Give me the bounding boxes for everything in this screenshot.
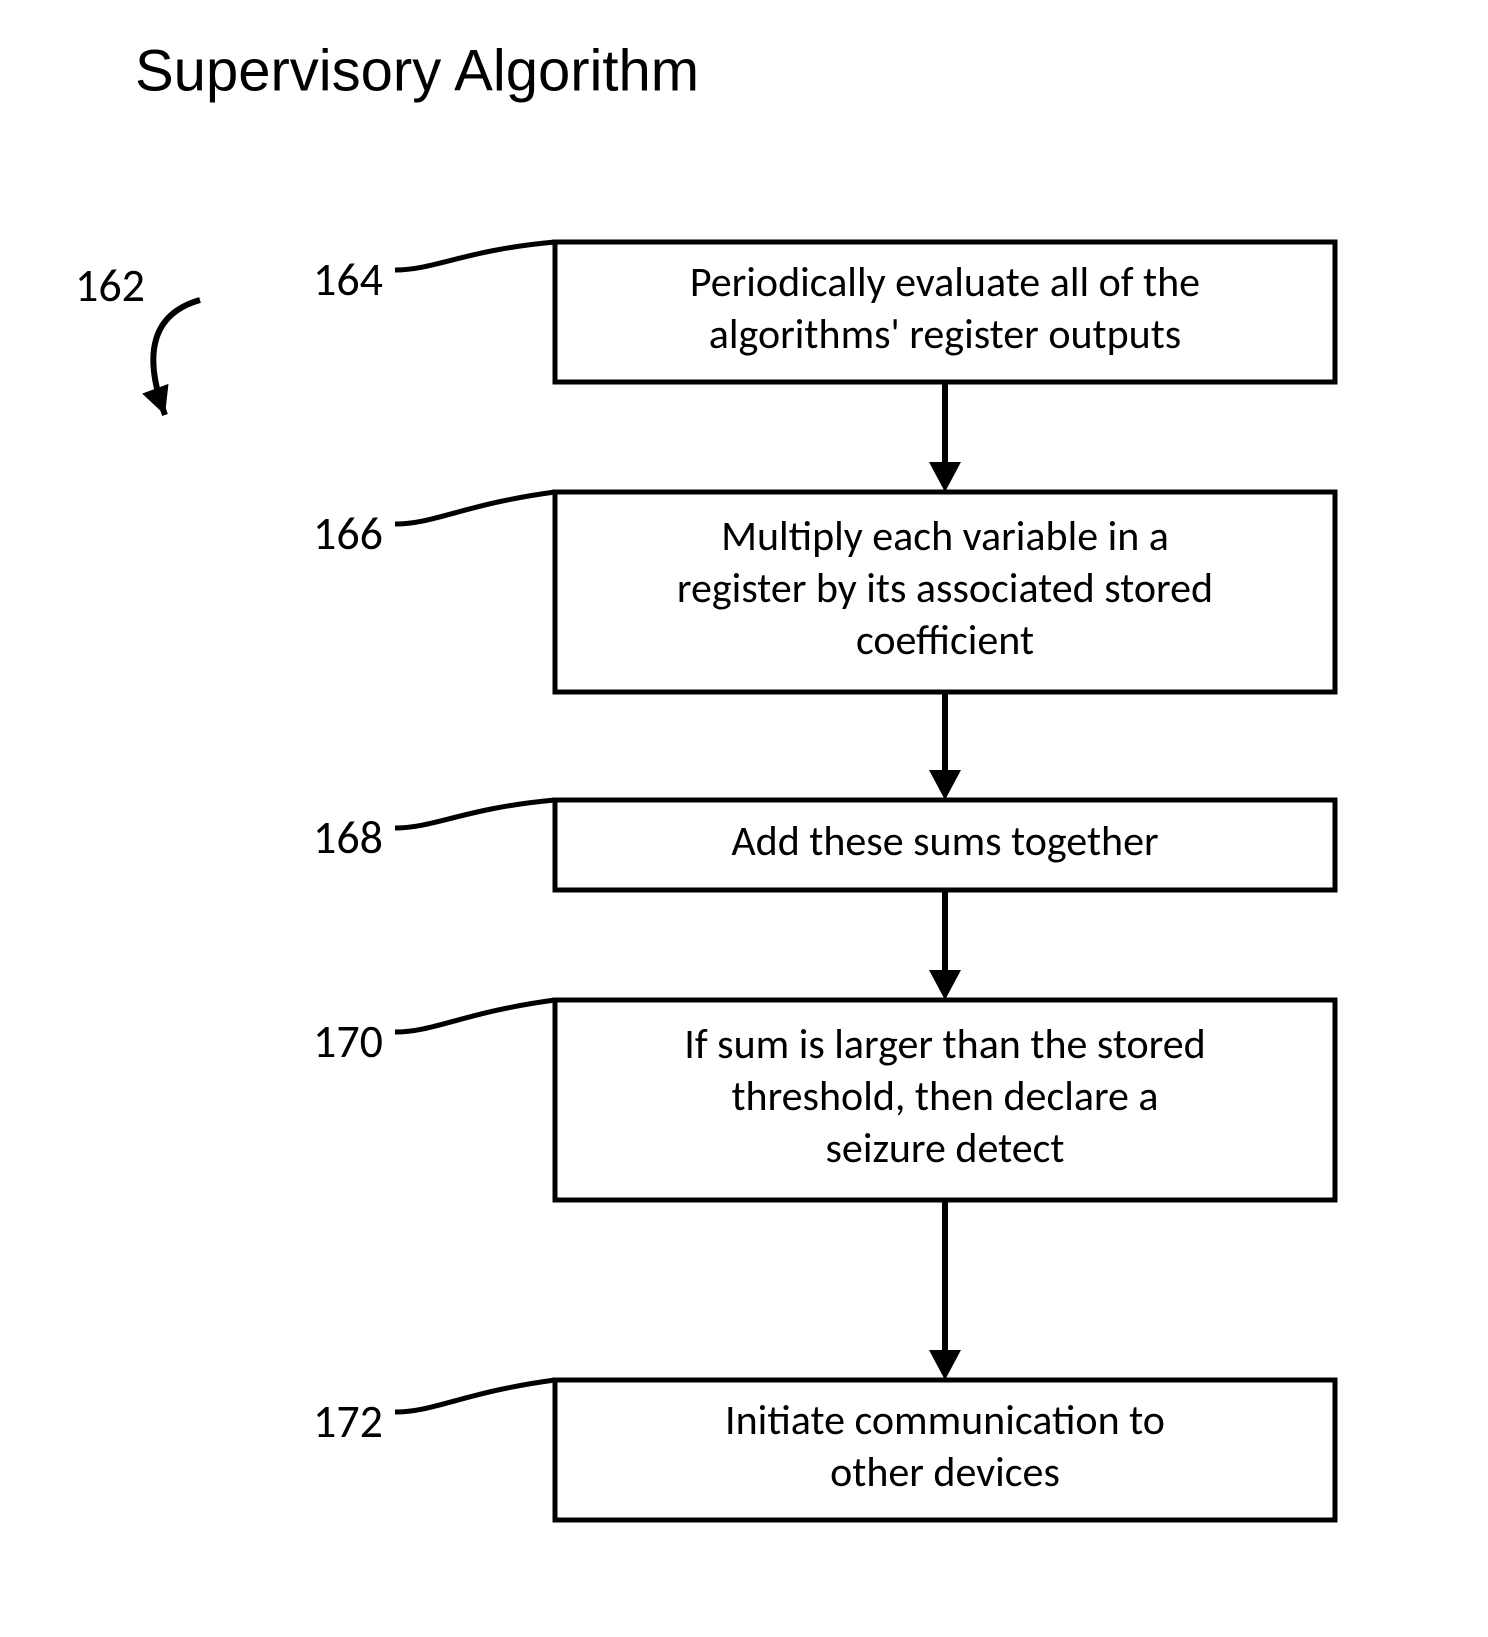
flow-node-n170-line-0: If sum is larger than the stored (684, 1019, 1205, 1070)
flow-node-n170-line-1: threshold, then declare a (731, 1071, 1158, 1122)
flow-node-n164: Periodically evaluate all of thealgorith… (313, 242, 1335, 382)
flow-node-n172-line-1: other devices (830, 1447, 1060, 1498)
leader-n166-curve (395, 492, 555, 524)
flow-node-n164-line-1: algorithms' register outputs (709, 309, 1181, 360)
flow-node-n172: Initiate communication toother devices 17… (313, 1380, 1335, 1520)
leader-n170-label: 170 (313, 1014, 383, 1070)
flow-node-n164-line-0: Periodically evaluate all of the (690, 257, 1200, 308)
flow-node-n168-line-0: Add these sums together (731, 816, 1158, 867)
diagram-title: Supervisory Algorithm (135, 38, 699, 103)
flow-node-n166-line-0: Multiply each variable in a (721, 511, 1169, 562)
flow-node-n170: If sum is larger than the storedthreshol… (313, 1000, 1335, 1200)
leader-n172-curve (395, 1380, 555, 1412)
flow-node-n172-line-0: Initiate communication to (725, 1395, 1165, 1446)
leader-n164-label: 164 (313, 252, 383, 308)
leader-n164-curve (395, 242, 555, 270)
leader-n168-label: 168 (313, 810, 383, 866)
flow-node-n170-line-2: seizure detect (826, 1123, 1065, 1174)
flow-node-n166-line-2: coefficient (856, 615, 1034, 666)
leader-n166-label: 166 (313, 506, 383, 562)
ref-162-label: 162 (75, 258, 145, 314)
leader-n172-label: 172 (313, 1394, 383, 1450)
flow-node-n166: Multiply each variable in aregister by i… (313, 492, 1335, 692)
leader-n168-curve (395, 800, 555, 828)
leader-n170-curve (395, 1000, 555, 1032)
flow-node-n168: Add these sums together 168 (313, 800, 1335, 890)
flow-node-n166-line-1: register by its associated stored (677, 563, 1213, 614)
